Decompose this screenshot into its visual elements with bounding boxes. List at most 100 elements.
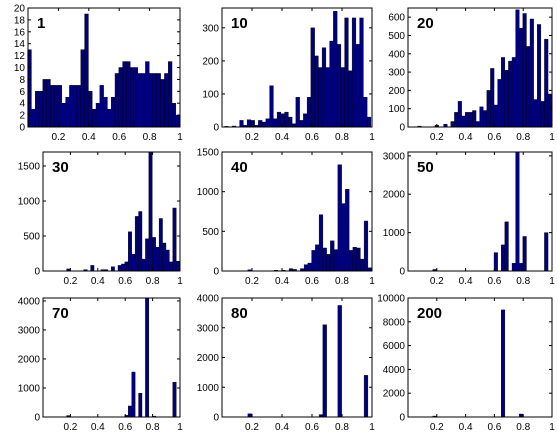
panel-1-bar [126,62,130,127]
panel-1-bar [85,14,89,127]
panel-50-bar [512,263,516,271]
panel-10-bar [262,122,266,127]
panel-10-bar [240,120,244,127]
panel-40-bar [330,241,334,271]
panel-40-bar [304,265,308,271]
panel-10-bar [345,18,349,127]
panel-30-bar [145,239,148,271]
panel-40-ytick-label: 0 [213,267,219,278]
panel-30-bar [176,261,179,271]
panel-20-bar [480,107,484,127]
panel-10-bar [277,112,281,127]
panel-200-ytick-label: 2000 [383,389,406,400]
panel-40-bar [360,259,364,271]
panel-10-bar [296,97,300,127]
panel-50-bar [523,236,527,271]
panel-20-bar [548,94,552,127]
panel-40-xtick-label: 0.6 [305,276,319,287]
panel-80: 0.2 0.4 0.6 0.8 1 0 1000 2000 3000 4000 80 [197,294,375,434]
panel-50-title: 50 [417,159,434,176]
panel-30-bar [169,262,172,271]
panel-30-xtick-label: 0.8 [146,276,160,287]
panel-20-bar [505,70,509,127]
panel-70-ytick-label: 1000 [18,383,41,394]
panel-20-bar [472,111,476,127]
panel-20-bar [487,90,491,127]
panel-1-bar [81,50,85,127]
panel-10-xtick-label: 0.8 [335,132,349,143]
panel-1-bar [161,79,165,127]
panel-70-bar [173,382,176,417]
panel-1-ytick-label: 18 [14,15,26,26]
panel-50-xtick-label: 0.8 [516,276,530,287]
panel-70-ytick-label: 3000 [18,325,41,336]
panel-30-ytick-label: 0 [34,267,40,278]
panel-70-bar [132,372,135,417]
panel-200: 0.2 0.4 0.6 0.8 10200040006000800010000200 [377,294,555,434]
panel-20-xtick-label: 1 [549,132,555,143]
panel-30: 0.2 0.4 0.6 0.8 1050010001500 30 [18,152,183,287]
panel-200-xtick-label: 1 [549,422,555,433]
panel-10-bar [281,114,285,127]
panel-50-xtick-label: 0.2 [430,276,444,287]
panel-50-bar [501,245,505,271]
panel-10-bar [330,41,334,127]
panel-80-ytick-label: 0 [213,413,219,424]
panel-70-ytick-label: 0 [34,413,40,424]
panel-20: 0.2 0.4 0.6 0.8 1 0 100 200 300 400 500 600 20 [388,8,555,143]
panel-80-title: 80 [231,305,248,322]
panel-10-bar [288,117,292,127]
panel-200-ytick-label: 4000 [383,365,406,376]
panel-200-ytick-label: 6000 [383,341,406,352]
panel-20-bar [526,46,530,127]
panel-20-bar [534,100,538,127]
panel-1-bar [172,103,176,127]
panel-1-bar [138,73,142,127]
panel-200-xtick-label: 0.6 [487,422,501,433]
panel-30-bar [173,208,176,271]
panel-30-xtick-label: 0.4 [91,276,105,287]
panel-70-title: 70 [52,305,69,322]
panel-70-bar [128,406,131,417]
panel-1-xtick-label: 0.2 [51,132,65,143]
panel-10-ytick-label: 300 [202,23,219,34]
panel-1-bar [62,103,66,127]
panel-10-bar [337,44,341,127]
panel-200-xtick-label: 0.2 [430,422,444,433]
panel-20-bar [451,122,455,127]
panel-80-xtick-label: 1 [369,422,375,433]
panel-10-bar [273,119,277,127]
panel-1-xtick-label: 0.4 [82,132,96,143]
panel-30-bar [118,265,121,271]
panel-10-bar [318,68,322,128]
panel-1-bar [153,73,157,127]
panel-10-xtick-label: 0.6 [305,132,319,143]
panel-10-bar [247,120,251,127]
panel-80-xtick-label: 0.2 [245,422,259,433]
panel-1-bar [31,109,35,127]
panel-70-xtick-label: 0.4 [91,422,105,433]
panel-20-title: 20 [417,15,434,32]
panel-80-ytick-label: 4000 [197,294,220,305]
panel-70-xtick-label: 0.6 [118,422,132,433]
panel-80-ytick-label: 1000 [197,383,220,394]
panel-10-bar [251,120,255,127]
panel-1-bar [176,115,180,127]
panel-1-bar [100,85,104,127]
panel-40-bar [327,254,331,271]
panel-40-bar [308,263,312,271]
panel-40-ytick-label: 1000 [197,187,220,198]
panel-20-ytick-label: 0 [399,123,405,134]
panel-20-bar [469,112,473,127]
panel-200-xtick-label: 0.8 [516,422,530,433]
panel-80-bar [364,375,368,417]
panel-1-ytick-label: 6 [19,87,25,98]
panel-10-ytick-label: 200 [202,56,219,67]
panel-20-bar [490,68,494,127]
panel-20-bar [476,122,480,127]
panel-1-bar [35,91,39,127]
panel-10-xtick-label: 0.2 [245,132,259,143]
panel-30-bar [152,237,155,271]
